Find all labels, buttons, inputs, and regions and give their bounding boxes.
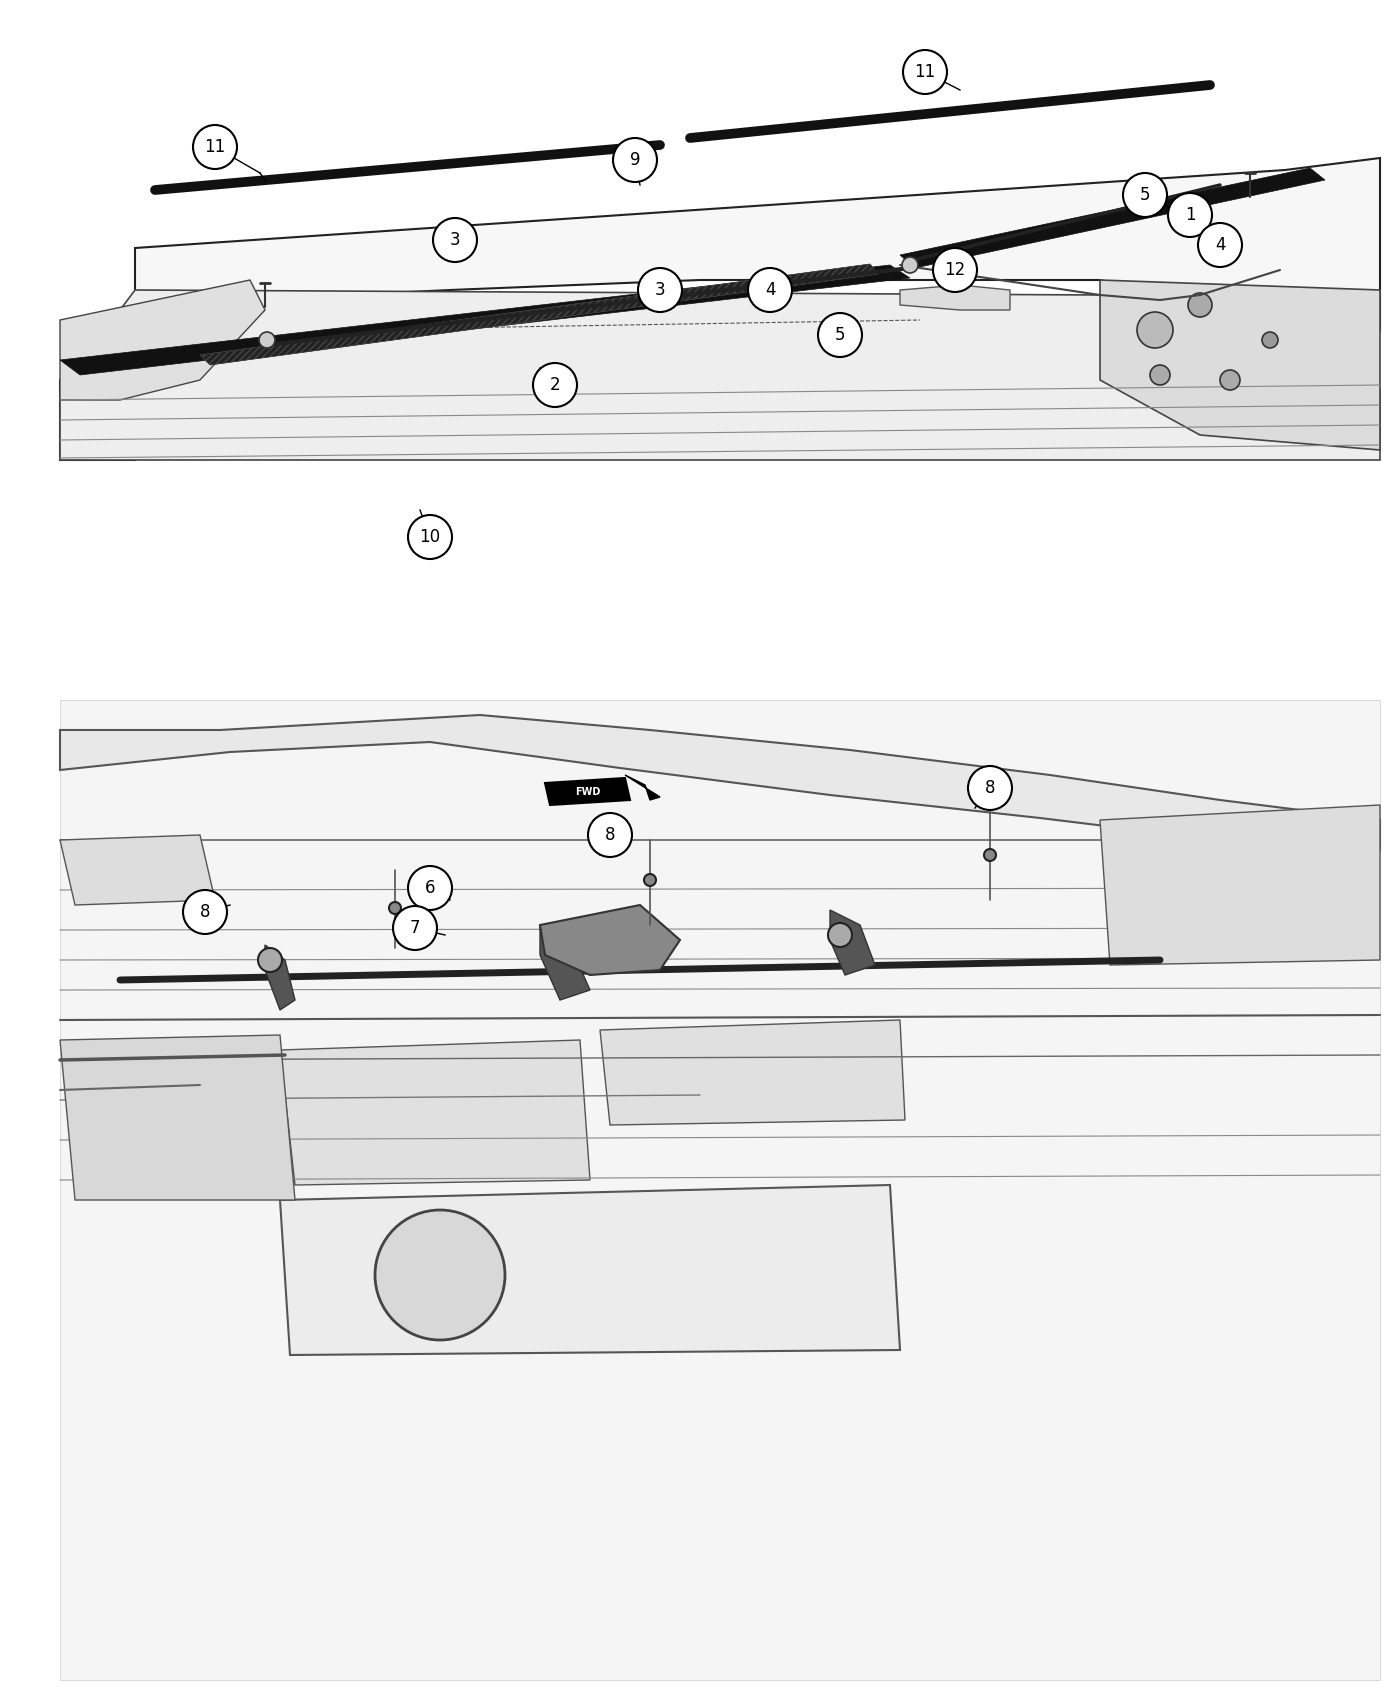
Polygon shape (1100, 280, 1380, 450)
Polygon shape (900, 286, 1009, 309)
Polygon shape (60, 835, 216, 904)
Circle shape (613, 138, 657, 182)
Polygon shape (624, 775, 659, 801)
Polygon shape (60, 700, 1380, 1680)
Text: 5: 5 (834, 326, 846, 343)
Text: 1: 1 (1184, 206, 1196, 224)
Circle shape (1149, 366, 1170, 384)
Circle shape (1137, 313, 1173, 348)
Text: 11: 11 (914, 63, 935, 82)
Polygon shape (545, 779, 630, 806)
Polygon shape (60, 158, 1380, 461)
Polygon shape (265, 945, 295, 1010)
Circle shape (1198, 223, 1242, 267)
Polygon shape (280, 1040, 589, 1185)
Polygon shape (1100, 806, 1380, 966)
Circle shape (258, 949, 281, 972)
Polygon shape (200, 264, 878, 366)
Polygon shape (830, 910, 875, 976)
Circle shape (818, 313, 862, 357)
Circle shape (638, 269, 682, 313)
Text: 8: 8 (984, 779, 995, 797)
Polygon shape (60, 265, 910, 376)
Circle shape (967, 767, 1012, 809)
Polygon shape (540, 904, 680, 976)
Polygon shape (60, 1035, 295, 1200)
Text: 8: 8 (605, 826, 615, 843)
Circle shape (984, 848, 995, 860)
Circle shape (433, 218, 477, 262)
Polygon shape (60, 716, 1380, 850)
Text: 10: 10 (420, 529, 441, 546)
Circle shape (903, 49, 946, 94)
Polygon shape (540, 925, 589, 1000)
Circle shape (1189, 292, 1212, 316)
Polygon shape (900, 168, 1324, 269)
Text: 11: 11 (204, 138, 225, 156)
Circle shape (1219, 371, 1240, 389)
Circle shape (748, 269, 792, 313)
Text: 6: 6 (424, 879, 435, 898)
Polygon shape (280, 1185, 900, 1355)
Text: 9: 9 (630, 151, 640, 168)
Circle shape (1168, 194, 1212, 236)
Circle shape (183, 891, 227, 933)
Text: 3: 3 (655, 280, 665, 299)
Text: 4: 4 (1215, 236, 1225, 253)
Circle shape (407, 515, 452, 559)
Text: 4: 4 (764, 280, 776, 299)
Polygon shape (601, 1020, 904, 1125)
Text: 7: 7 (410, 920, 420, 937)
Circle shape (389, 903, 400, 915)
Text: 5: 5 (1140, 185, 1151, 204)
Circle shape (533, 364, 577, 406)
Circle shape (375, 1210, 505, 1340)
Circle shape (393, 906, 437, 950)
Text: 2: 2 (550, 376, 560, 394)
Circle shape (193, 126, 237, 168)
Polygon shape (60, 280, 265, 399)
Circle shape (932, 248, 977, 292)
Circle shape (827, 923, 853, 947)
Circle shape (902, 257, 918, 274)
Text: 12: 12 (945, 262, 966, 279)
Circle shape (1123, 173, 1168, 218)
Circle shape (1261, 332, 1278, 348)
Text: 8: 8 (200, 903, 210, 921)
Circle shape (644, 874, 657, 886)
Circle shape (259, 332, 274, 348)
Polygon shape (60, 291, 1380, 461)
Text: FWD: FWD (575, 787, 601, 797)
Circle shape (407, 865, 452, 910)
Polygon shape (200, 264, 878, 366)
Circle shape (588, 813, 631, 857)
Text: 3: 3 (449, 231, 461, 248)
